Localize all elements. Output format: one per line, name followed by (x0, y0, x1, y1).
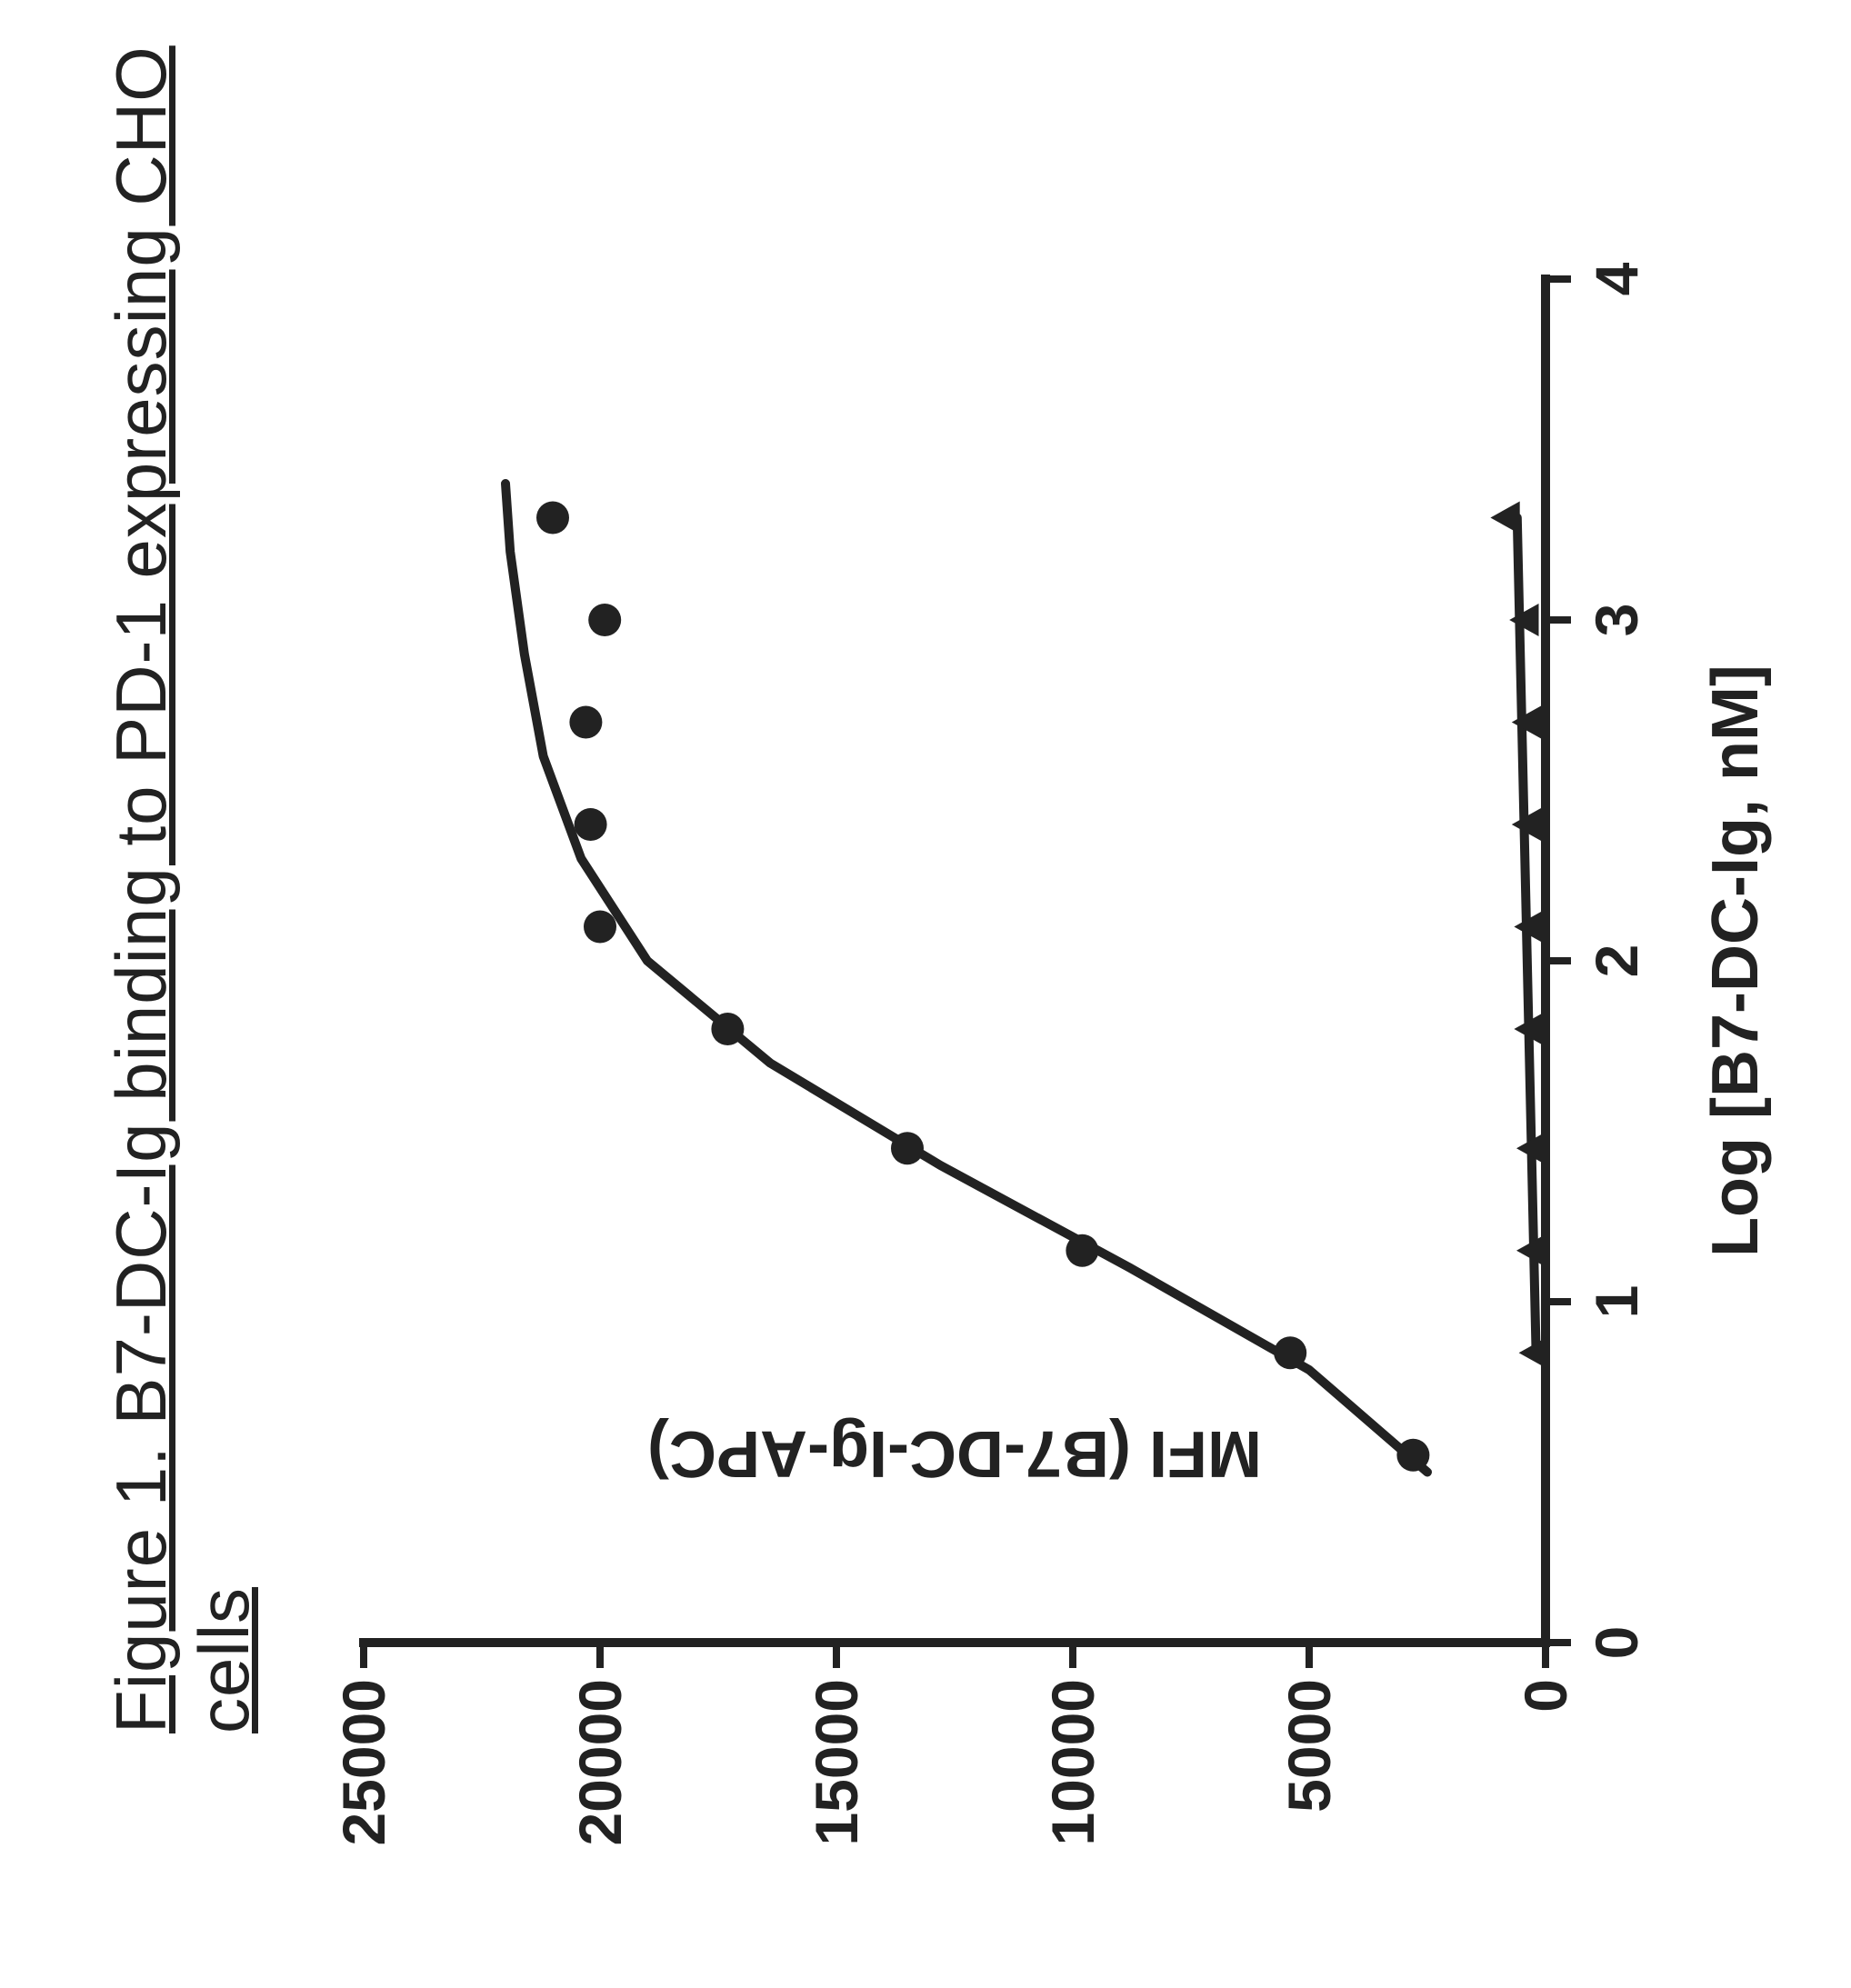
y-tick-label: 5000 (1275, 1679, 1344, 1813)
y-tick-label: 0 (1511, 1679, 1580, 1713)
y-tick-label: 15000 (802, 1679, 871, 1846)
x-tick-label: 4 (1582, 263, 1651, 296)
plot-svg (364, 279, 1546, 1643)
y-tick-label: 20000 (565, 1679, 635, 1846)
x-tick-label: 1 (1582, 1285, 1651, 1319)
page: Figure 1. B7-DC-Ig binding to PD-1 expre… (0, 0, 1851, 1988)
x-tick-label: 3 (1582, 604, 1651, 637)
y-tick-label: 10000 (1038, 1679, 1107, 1846)
y-tick-label: 25000 (329, 1679, 398, 1846)
x-axis-label: Log [B7-DC-Ig, nM] (1698, 664, 1773, 1257)
x-tick-label: 0 (1582, 1626, 1651, 1660)
figure-title: Figure 1. B7-DC-Ig binding to PD-1 expre… (100, 0, 265, 1733)
x-tick-label: 2 (1582, 944, 1651, 978)
plot: 050001000015000200002500001234 (364, 279, 1546, 1643)
rotated-content: Figure 1. B7-DC-Ig binding to PD-1 expre… (0, 0, 1851, 1988)
chart-area: MFI (B7-DC-Ig-APC) Log [B7-DC-Ig, nM] 05… (364, 279, 1546, 1643)
